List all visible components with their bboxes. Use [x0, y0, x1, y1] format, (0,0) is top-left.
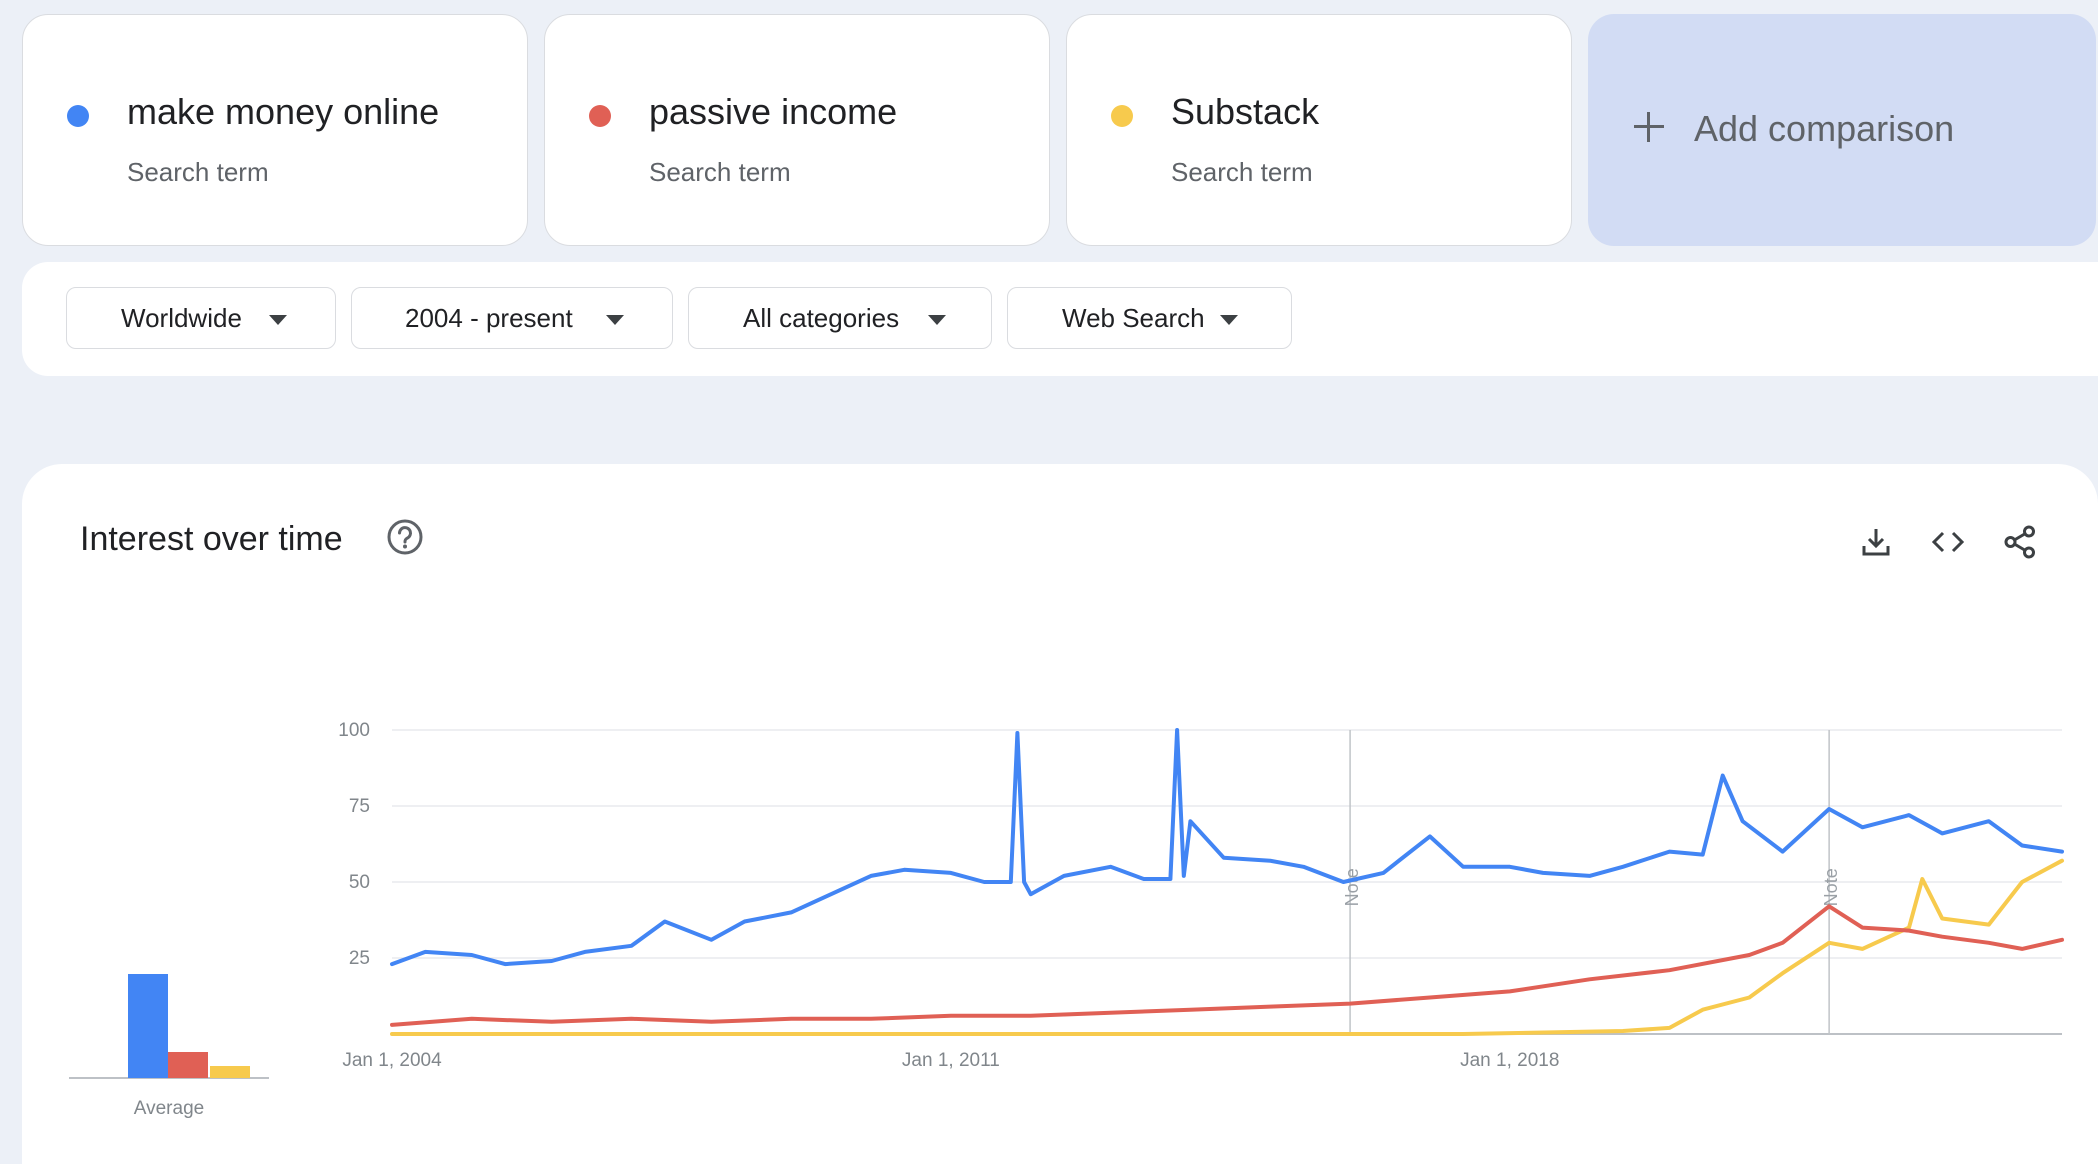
help-icon[interactable] — [386, 518, 424, 556]
filter-search-type-dropdown[interactable]: Web Search — [1007, 287, 1292, 349]
y-tick-label: 50 — [349, 872, 370, 893]
share-icon[interactable] — [2002, 524, 2038, 560]
y-tick-label: 100 — [338, 720, 370, 741]
series-line-3 — [390, 858, 2064, 1036]
filter-bar: Worldwide 2004 - present All categories … — [22, 262, 2098, 376]
caret-down-icon — [928, 315, 946, 325]
series-line-1 — [390, 728, 2064, 967]
section-title: Interest over time — [80, 520, 343, 558]
term-card-make-money-online[interactable]: make money online Search term — [22, 14, 528, 246]
average-bar-chart: Average — [69, 974, 269, 1119]
add-comparison-button[interactable]: Add comparison — [1588, 14, 2096, 246]
y-tick-label: 75 — [349, 796, 370, 817]
caret-down-icon — [269, 315, 287, 325]
filter-label: Web Search — [1062, 303, 1205, 333]
term-name: Substack — [1171, 91, 1320, 132]
interest-line-chart: 25 50 75 100 Jan 1, 2004 Jan 1, 2011 Jan 1, 20… — [338, 720, 2064, 1071]
filter-label: Worldwide — [121, 303, 242, 333]
series-dot-blue — [67, 105, 89, 127]
average-bar-3 — [210, 1066, 250, 1078]
series-dot-yellow — [1111, 105, 1133, 127]
series-line-2 — [390, 904, 2064, 1027]
filter-category-dropdown[interactable]: All categories — [688, 287, 992, 349]
series-dot-red — [589, 105, 611, 127]
average-label: Average — [134, 1098, 204, 1119]
x-tick-label: Jan 1, 2004 — [342, 1050, 442, 1071]
plus-icon — [1634, 112, 1664, 142]
filter-time-range-dropdown[interactable]: 2004 - present — [351, 287, 673, 349]
term-card-substack[interactable]: Substack Search term — [1066, 14, 1572, 246]
embed-code-icon[interactable] — [1930, 524, 1966, 560]
average-bar-2 — [168, 1052, 208, 1078]
download-icon[interactable] — [1858, 524, 1894, 560]
x-tick-label: Jan 1, 2011 — [902, 1050, 1000, 1071]
filter-location-dropdown[interactable]: Worldwide — [66, 287, 336, 349]
filter-label: 2004 - present — [405, 303, 573, 333]
term-name: passive income — [649, 91, 898, 132]
interest-over-time-card: Interest over time Average 25 50 75 100 Jan … — [22, 464, 2098, 1164]
filter-label: All categories — [743, 303, 900, 333]
caret-down-icon — [1220, 315, 1238, 325]
caret-down-icon — [606, 315, 624, 325]
term-name: make money online — [127, 91, 440, 132]
term-type: Search term — [1171, 157, 1313, 187]
x-tick-label: Jan 1, 2018 — [1460, 1050, 1559, 1071]
term-type: Search term — [127, 157, 269, 187]
term-type: Search term — [649, 157, 791, 187]
average-bar-1 — [128, 974, 168, 1078]
term-cards: make money online Search term passive in… — [22, 14, 2096, 246]
note-label[interactable]: Note — [1821, 868, 1841, 906]
google-trends-page: make money online Search term passive in… — [22, 14, 2098, 1164]
note-label[interactable]: Note — [1342, 868, 1362, 906]
y-tick-label: 25 — [349, 948, 370, 969]
term-card-passive-income[interactable]: passive income Search term — [544, 14, 1050, 246]
add-comparison-label: Add comparison — [1694, 108, 1955, 149]
